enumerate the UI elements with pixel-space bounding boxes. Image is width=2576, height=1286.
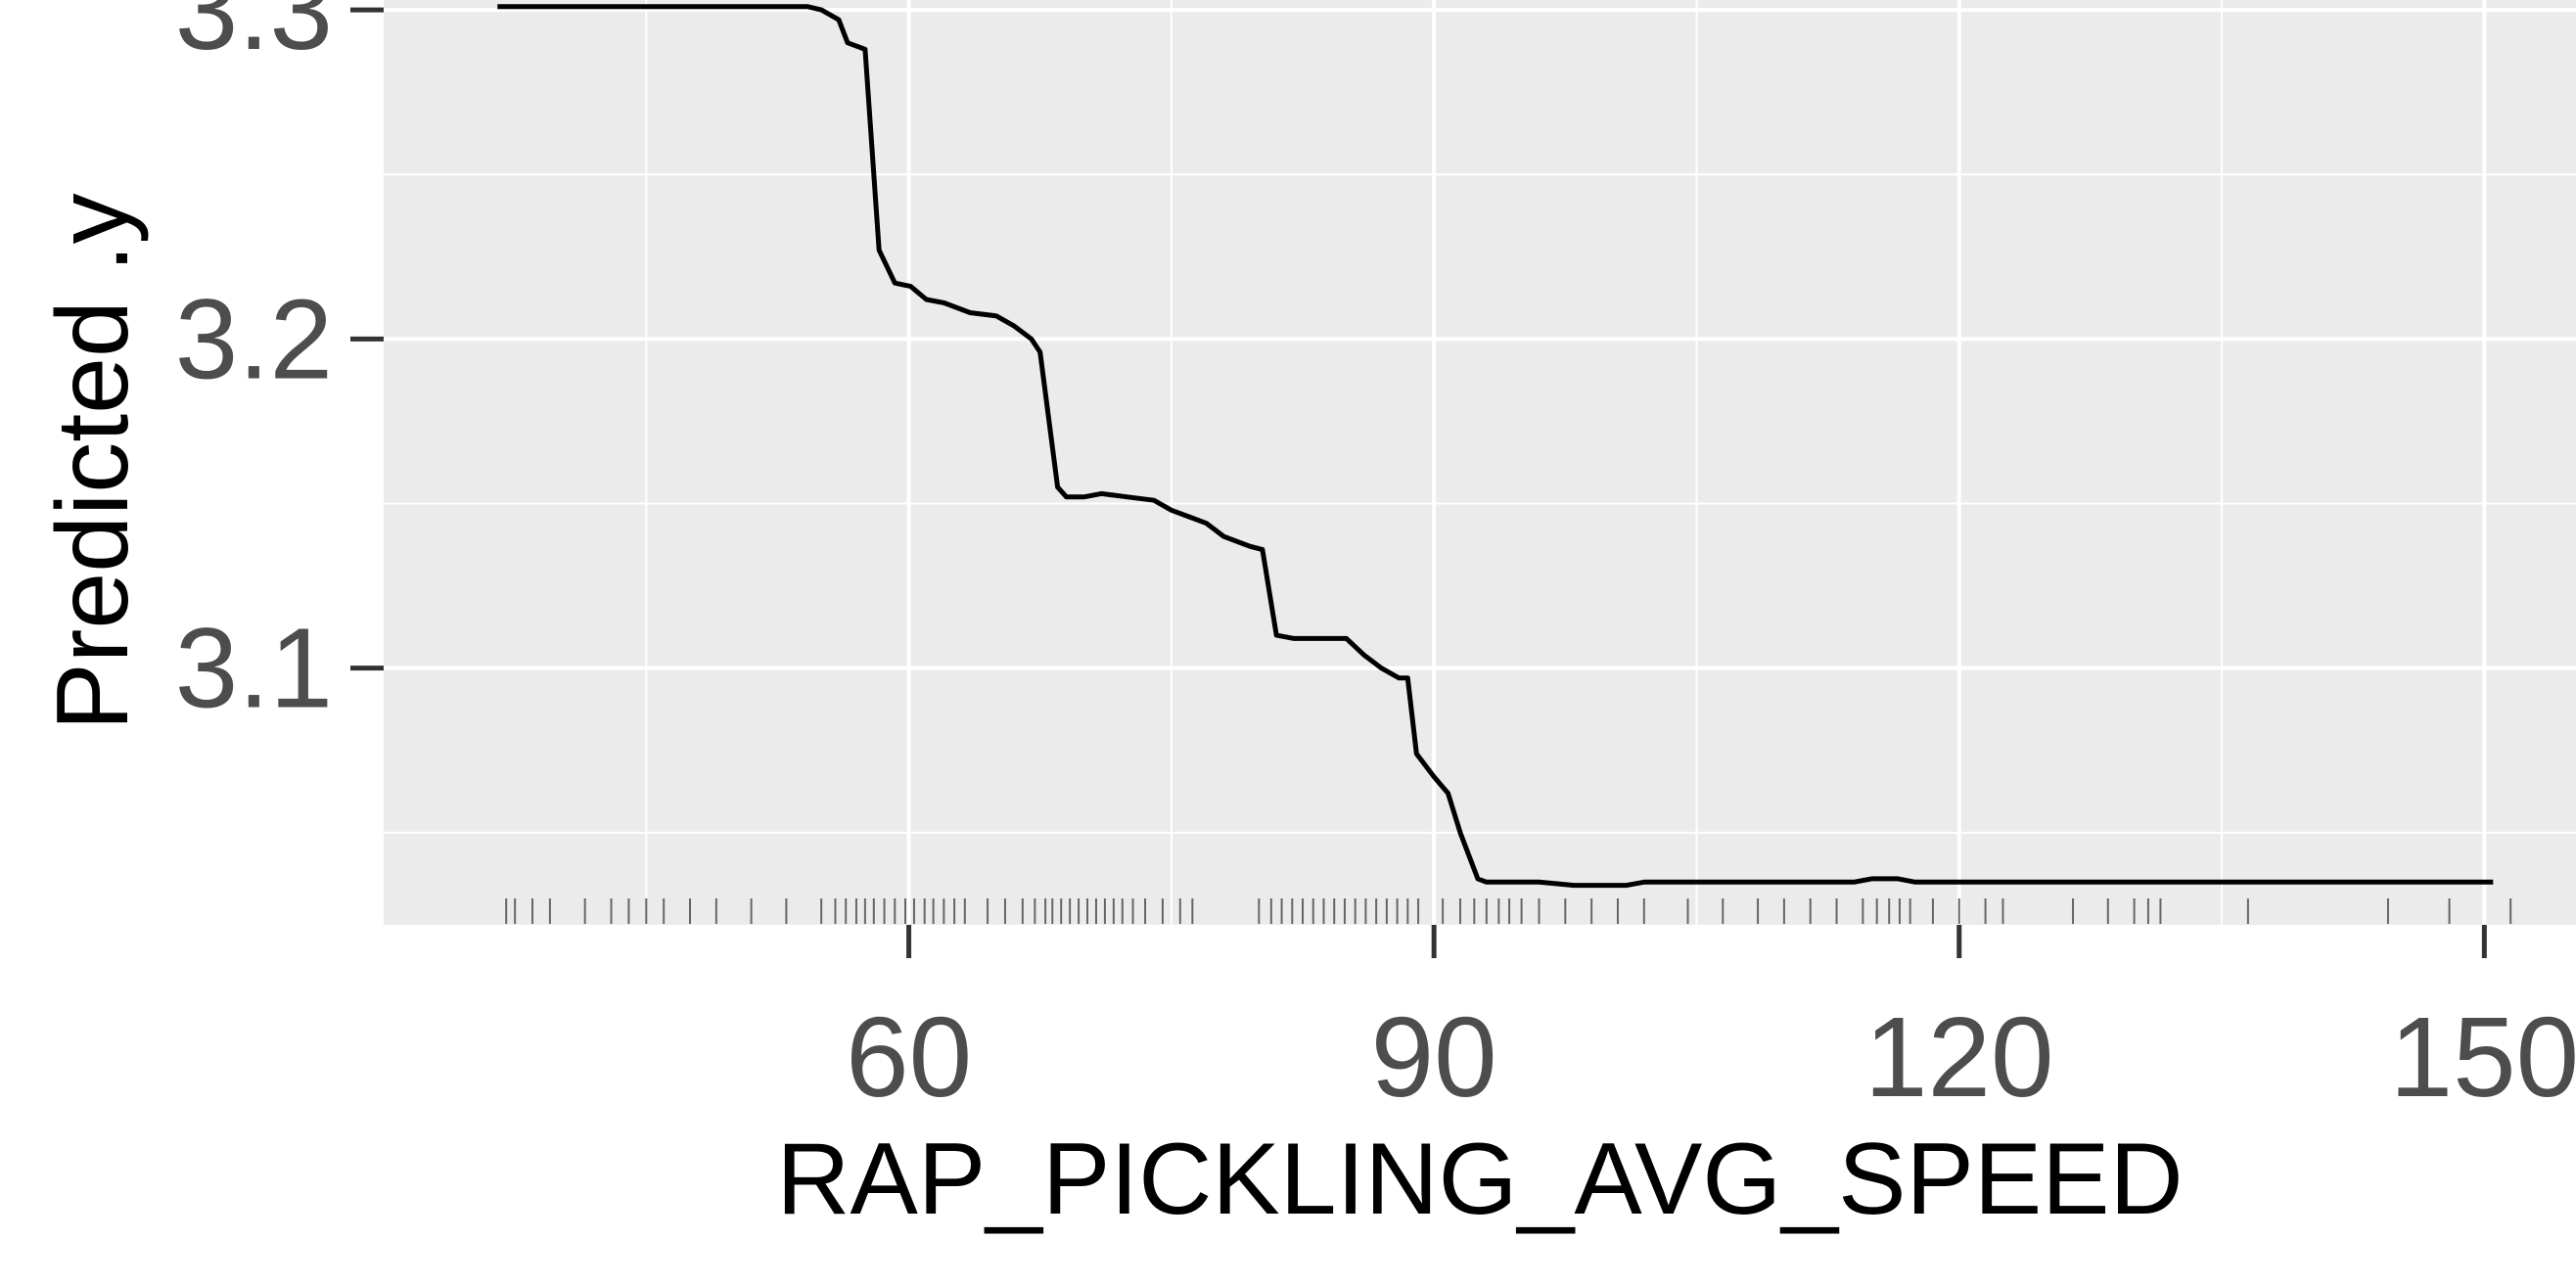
x-axis-title: RAP_PICKLING_AVG_SPEED xyxy=(776,1123,2183,1236)
y-axis-title: Predicted .y xyxy=(36,193,150,730)
plot-panel xyxy=(384,0,2576,925)
x-axis-ticks: 60 90 120 150 xyxy=(846,925,2576,1121)
x-tick-label: 90 xyxy=(1371,993,1497,1121)
y-tick-label: 3.3 xyxy=(175,0,333,73)
y-tick-label: 3.2 xyxy=(175,275,333,402)
y-tick-label: 3.1 xyxy=(175,605,333,732)
major-gridlines xyxy=(384,0,2576,925)
minor-gridlines xyxy=(384,0,2576,925)
x-tick-label: 60 xyxy=(846,993,972,1121)
x-tick-label: 120 xyxy=(1864,993,2054,1121)
series-line xyxy=(497,4,2494,889)
x-tick-label: 150 xyxy=(2390,993,2576,1121)
y-axis-ticks: 3.1 3.2 3.3 xyxy=(175,0,384,732)
rug-marks xyxy=(505,898,2512,924)
